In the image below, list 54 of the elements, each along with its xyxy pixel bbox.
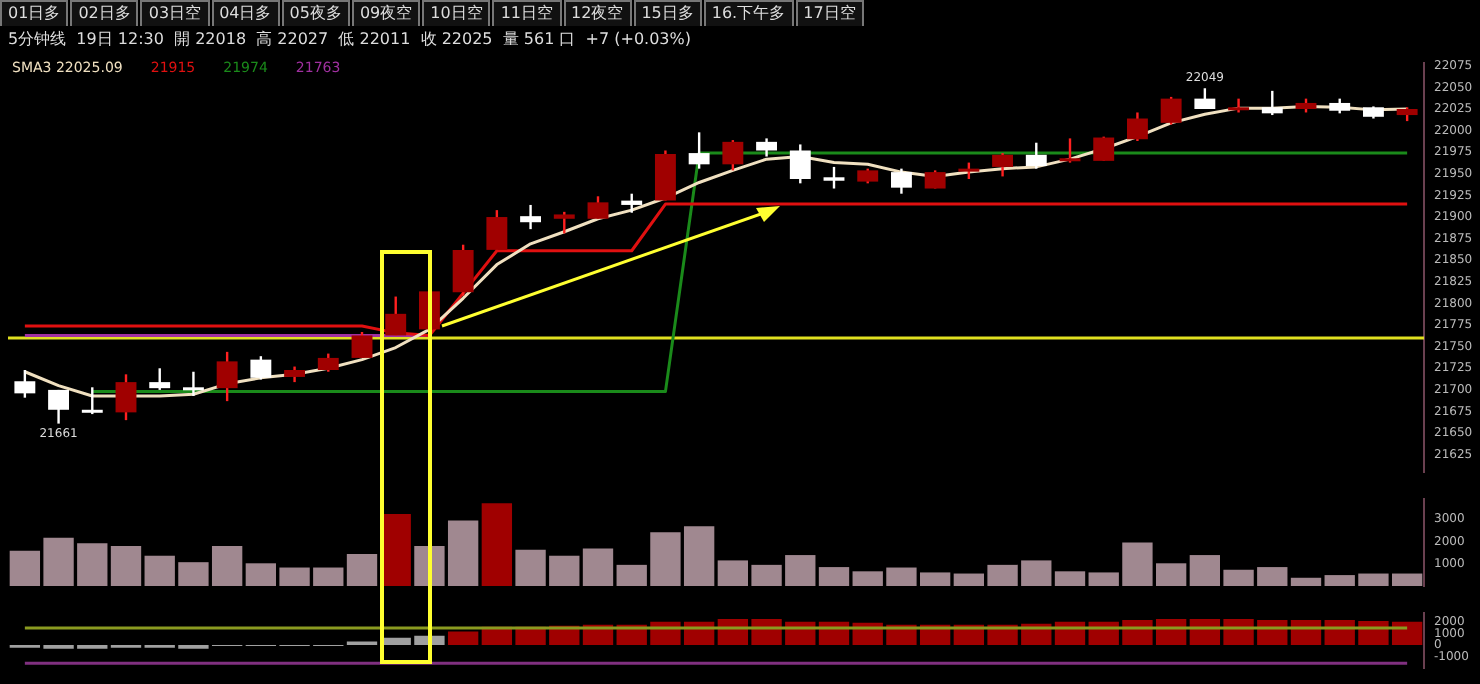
text: 10日空 [422,0,491,26]
text: 01日多 [0,0,69,26]
text: 03日空 [140,0,210,26]
text: 16.下午多 [703,0,794,26]
candlestick [789,143,811,185]
candlestick [1093,135,1115,163]
candlestick [587,195,609,220]
bar [481,503,513,586]
candlestick [1025,141,1047,170]
candlestick [1261,89,1283,117]
text: 17日空 [795,0,864,26]
bar [582,548,614,586]
text: 02日多 [70,0,139,26]
candlestick [553,210,575,235]
candlestick [1126,111,1148,143]
candlestick [688,131,710,170]
candlestick [452,243,474,297]
text: 11日空 [492,0,561,26]
candlestick [486,208,508,252]
chart-subtitle: 5分钟线 19日 12:30 開 22018 高 22027 低 22011 收 22025 量 561 口 +7 (+0.03%) [8,28,691,50]
candlestick [621,192,643,214]
bar [1290,577,1322,586]
text: 09夜空 [351,0,421,26]
candlestick [756,137,778,158]
text: 05夜多 [281,0,350,26]
candlestick [81,386,103,416]
candlestick [317,352,339,373]
candlestick [14,368,36,399]
candlestick [654,149,676,202]
candlestick [149,367,171,392]
text: 15日多 [633,0,702,26]
candlestick [924,169,946,190]
candlestick [722,138,744,172]
candlestick [216,350,238,403]
bar [346,553,378,586]
candlestick [1228,97,1250,114]
text: 04日多 [211,0,280,26]
bar [1054,571,1086,586]
candlestick [890,167,912,195]
candlestick [182,370,204,398]
candlestick [1160,95,1182,126]
bar [818,567,850,586]
bar [110,545,142,586]
candlestick [115,373,137,422]
candlestick [1059,137,1081,164]
bar [447,631,479,645]
candlestick [351,330,373,360]
candlestick [250,354,272,381]
candlestick [385,295,407,337]
candlestick [48,388,70,425]
text: 12夜空 [563,0,632,26]
candlestick [992,151,1014,178]
candlestick [823,165,845,190]
candlestick [520,203,542,231]
